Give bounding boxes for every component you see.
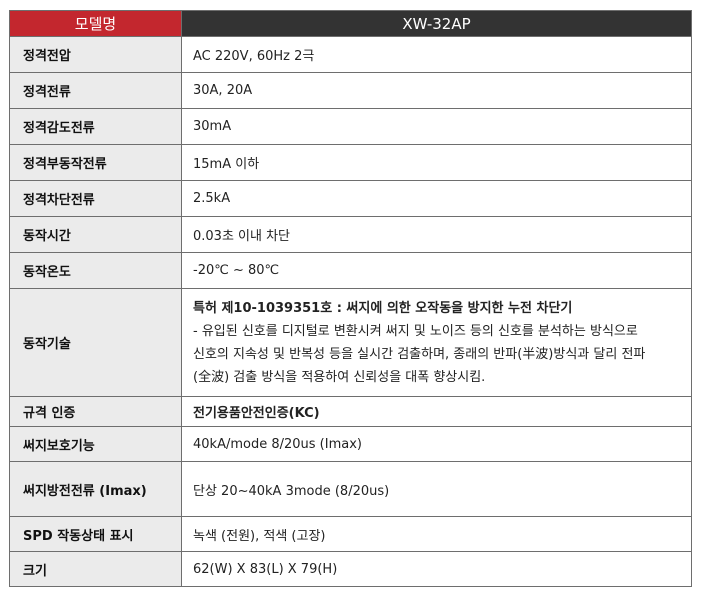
patent-title: 특허 제10-1039351호 : 써지에 의한 오작동을 방지한 누전 차단기 <box>193 300 573 316</box>
spec-label: 정격감도전류 <box>9 108 182 145</box>
spec-value: 단상 20~40kA 3mode (8/20us) <box>181 461 692 517</box>
spec-value: 40kA/mode 8/20us (Imax) <box>181 426 692 462</box>
spec-row-rated-voltage: 정격전압 AC 220V, 60Hz 2극 <box>9 36 692 73</box>
spec-value: 62(W) X 83(L) X 79(H) <box>181 551 692 587</box>
tech-line: - 유입된 신호를 디지털로 변환시켜 써지 및 노이즈 등의 신호를 분석하는… <box>193 323 638 339</box>
spec-label: 규격 인증 <box>9 396 182 427</box>
spec-row-spd-status: SPD 작동상태 표시 녹색 (전원), 적색 (고장) <box>9 516 692 552</box>
spec-row-operating-time: 동작시간 0.03초 이내 차단 <box>9 216 692 253</box>
spec-label: 동작시간 <box>9 216 182 253</box>
spec-label: SPD 작동상태 표시 <box>9 516 182 552</box>
spec-row-surge-discharge-current: 써지방전전류 (Imax) 단상 20~40kA 3mode (8/20us) <box>9 461 692 517</box>
spec-label: 동작온도 <box>9 252 182 289</box>
spec-row-non-operating-current: 정격부동작전류 15mA 이하 <box>9 144 692 181</box>
spec-row-certification: 규격 인증 전기용품안전인증(KC) <box>9 396 692 427</box>
spec-value: 30A, 20A <box>181 72 692 109</box>
tech-description: 특허 제10-1039351호 : 써지에 의한 오작동을 방지한 누전 차단기… <box>181 288 692 397</box>
spec-row-rated-current: 정격전류 30A, 20A <box>9 72 692 109</box>
spec-value: 30mA <box>181 108 692 145</box>
header-row: 모델명 XW-32AP <box>9 10 692 37</box>
spec-label: 써지보호기능 <box>9 426 182 462</box>
spec-row-operating-technology: 동작기술 특허 제10-1039351호 : 써지에 의한 오작동을 방지한 누… <box>9 288 692 397</box>
spec-value: 0.03초 이내 차단 <box>181 216 692 253</box>
spec-value: 녹색 (전원), 적색 (고장) <box>181 516 692 552</box>
tech-line: (全波) 검출 방식을 적용하여 신뢰성을 대폭 향상시킴. <box>193 369 486 385</box>
spec-row-operating-temperature: 동작온도 -20℃ ~ 80℃ <box>9 252 692 289</box>
model-number-header: XW-32AP <box>181 10 692 37</box>
spec-value: AC 220V, 60Hz 2극 <box>181 36 692 73</box>
spec-row-size: 크기 62(W) X 83(L) X 79(H) <box>9 551 692 587</box>
spec-label: 정격전류 <box>9 72 182 109</box>
spec-row-breaking-current: 정격차단전류 2.5kA <box>9 180 692 217</box>
spec-label: 정격전압 <box>9 36 182 73</box>
model-name-header: 모델명 <box>9 10 182 37</box>
spec-label: 정격차단전류 <box>9 180 182 217</box>
spec-value: 전기용품안전인증(KC) <box>181 396 692 427</box>
spec-label: 크기 <box>9 551 182 587</box>
tech-line: 신호의 지속성 및 반복성 등을 실시간 검출하며, 종래의 반파(半波)방식과… <box>193 346 646 362</box>
spec-table: 모델명 XW-32AP 정격전압 AC 220V, 60Hz 2극 정격전류 3… <box>9 10 692 587</box>
spec-row-surge-protection: 써지보호기능 40kA/mode 8/20us (Imax) <box>9 426 692 462</box>
spec-value: 2.5kA <box>181 180 692 217</box>
spec-row-sensitivity-current: 정격감도전류 30mA <box>9 108 692 145</box>
spec-value: 15mA 이하 <box>181 144 692 181</box>
spec-label: 정격부동작전류 <box>9 144 182 181</box>
spec-label: 써지방전전류 (Imax) <box>9 461 182 517</box>
spec-label: 동작기술 <box>9 288 182 397</box>
spec-value: -20℃ ~ 80℃ <box>181 252 692 289</box>
